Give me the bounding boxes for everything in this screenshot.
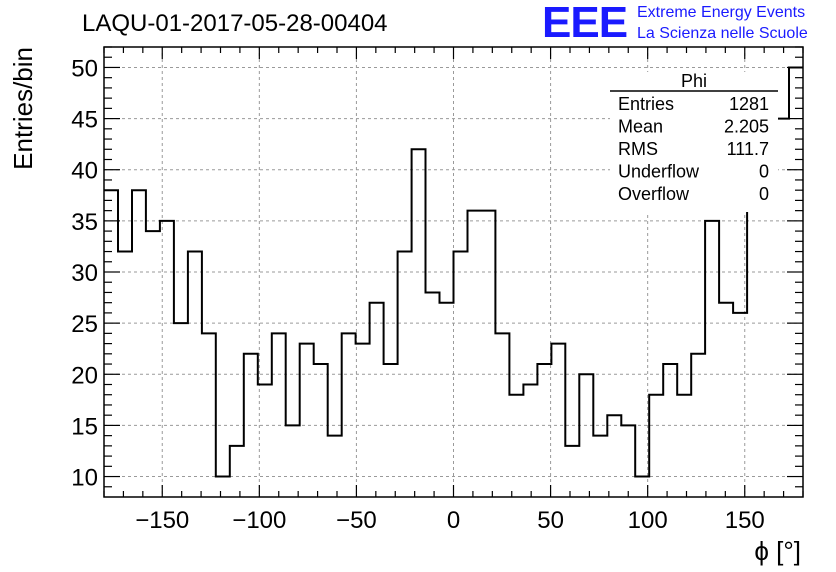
histogram-bin — [677, 395, 691, 497]
y-tick-label: 40 — [71, 158, 98, 185]
y-tick-label: 10 — [71, 465, 98, 492]
eee-logo-line-1: Extreme Energy Events — [637, 4, 806, 21]
histogram-bin — [481, 211, 495, 497]
histogram-bin — [132, 190, 146, 497]
histogram-bin — [579, 374, 593, 497]
histogram-bin — [440, 303, 454, 497]
x-tick-label: −100 — [232, 507, 286, 534]
histogram-bin — [663, 364, 677, 497]
histogram-bin — [705, 221, 719, 497]
x-tick-label: 150 — [725, 507, 765, 534]
x-tick-label: 50 — [537, 507, 564, 534]
histogram-bin — [551, 344, 565, 497]
histogram-bin — [314, 364, 328, 497]
stats-label: Overflow — [618, 184, 690, 204]
histogram-bin — [426, 292, 440, 497]
histogram-bin — [607, 415, 621, 497]
histogram-series — [104, 66, 803, 478]
stats-value: 0 — [759, 184, 769, 204]
stats-value: 2.205 — [724, 117, 769, 137]
y-axis-label: Entries/bin — [8, 47, 38, 170]
histogram-bin — [467, 211, 481, 497]
y-tick-label: 35 — [71, 209, 98, 236]
histogram-bin — [719, 303, 733, 497]
y-tick-label: 20 — [71, 362, 98, 389]
y-tick-label: 50 — [71, 55, 98, 82]
stats-label: Entries — [618, 94, 674, 114]
histogram-bin — [649, 395, 663, 497]
y-tick-label: 45 — [71, 107, 98, 134]
histogram-bin — [216, 477, 230, 497]
stats-value: 0 — [759, 162, 769, 182]
histogram-bin — [342, 333, 356, 497]
histogram-bin — [370, 303, 384, 497]
histogram-bin — [593, 436, 607, 497]
histogram-bin — [356, 344, 370, 497]
histogram-bin — [565, 446, 579, 497]
histogram-bin — [384, 364, 398, 497]
histogram-bin — [286, 425, 300, 497]
histogram-bin — [202, 333, 216, 497]
x-axis-label: ϕ [°] — [754, 536, 801, 566]
histogram-bin — [188, 252, 202, 497]
histogram-bin — [691, 354, 705, 497]
y-tick-label: 15 — [71, 413, 98, 440]
histogram-bin — [174, 323, 188, 497]
x-tick-label: 0 — [447, 507, 460, 534]
histogram-bin — [230, 446, 244, 497]
y-tick-label: 30 — [71, 260, 98, 287]
histogram-bin — [244, 354, 258, 497]
histogram-bin — [258, 385, 272, 498]
histogram-bin — [118, 252, 132, 497]
stats-title: Phi — [681, 71, 707, 91]
stats-value: 111.7 — [727, 139, 769, 159]
histogram-bin — [328, 436, 342, 497]
x-tick-label: −50 — [336, 507, 377, 534]
histogram-bin — [412, 149, 426, 497]
histogram-bin — [495, 333, 509, 497]
eee-logo-line-2: La Scienza nelle Scuole — [637, 25, 808, 42]
histogram-bin — [398, 252, 412, 497]
histogram-bin — [733, 313, 747, 497]
histogram-bin — [523, 385, 537, 498]
histogram-bin — [272, 333, 286, 497]
histogram-bin — [537, 364, 551, 497]
x-tick-label: −150 — [135, 507, 189, 534]
x-tick-label: 100 — [628, 507, 668, 534]
stats-label: RMS — [618, 139, 658, 159]
histogram-bin — [454, 252, 468, 497]
histogram-bin — [146, 231, 160, 497]
stats-box-background — [610, 72, 778, 212]
eee-logo: EEE — [542, 0, 628, 47]
stats-label: Mean — [618, 117, 663, 137]
stats-label: Underflow — [618, 162, 700, 182]
histogram-bin — [160, 221, 174, 497]
histogram-bin — [509, 395, 523, 497]
histogram-bin — [761, 190, 775, 497]
y-tick-label: 25 — [71, 311, 98, 338]
run-title: LAQU-01-2017-05-28-00404 — [82, 10, 388, 37]
histogram-bin — [300, 344, 314, 497]
stats-value: 1281 — [729, 94, 769, 114]
histogram-bin — [621, 425, 635, 497]
